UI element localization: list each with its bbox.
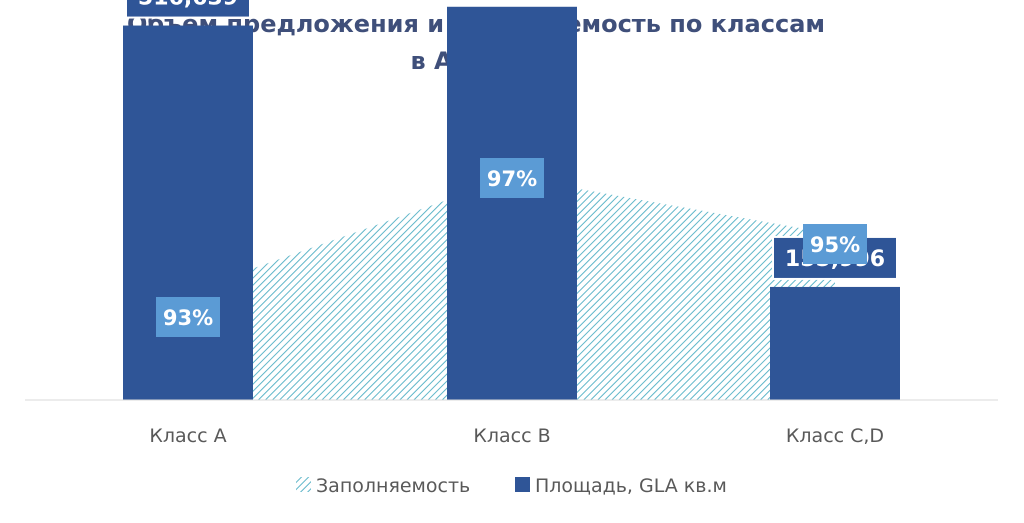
pct-label-bg-b [480,158,544,198]
bar-cd [770,286,900,400]
plot-area: 516,639542,549155,99693%97%95% [123,0,900,401]
pct-label-cd: 95% [810,233,860,257]
legend: Заполняемость Площадь, GLA кв.м [296,475,727,497]
category-label-cd: Класс C,D [786,425,884,447]
legend-label-occupancy: Заполняемость [316,475,470,497]
pct-label-a: 93% [163,306,213,330]
pct-label-bg-a [156,297,220,337]
bar-b [447,6,577,400]
value-label-bg-a [125,0,251,19]
category-label-b: Класс В [473,425,550,447]
value-label-bg-cd [772,235,898,280]
value-label-a: 516,639 [138,0,238,11]
bar-a [123,25,253,401]
pct-label-bg-cd [803,224,867,264]
pct-label-b: 97% [487,167,537,191]
legend-swatch-area [515,477,530,492]
legend-label-area: Площадь, GLA кв.м [535,475,727,497]
legend-swatch-occupancy [296,477,311,492]
category-label-a: Класс А [149,425,226,447]
